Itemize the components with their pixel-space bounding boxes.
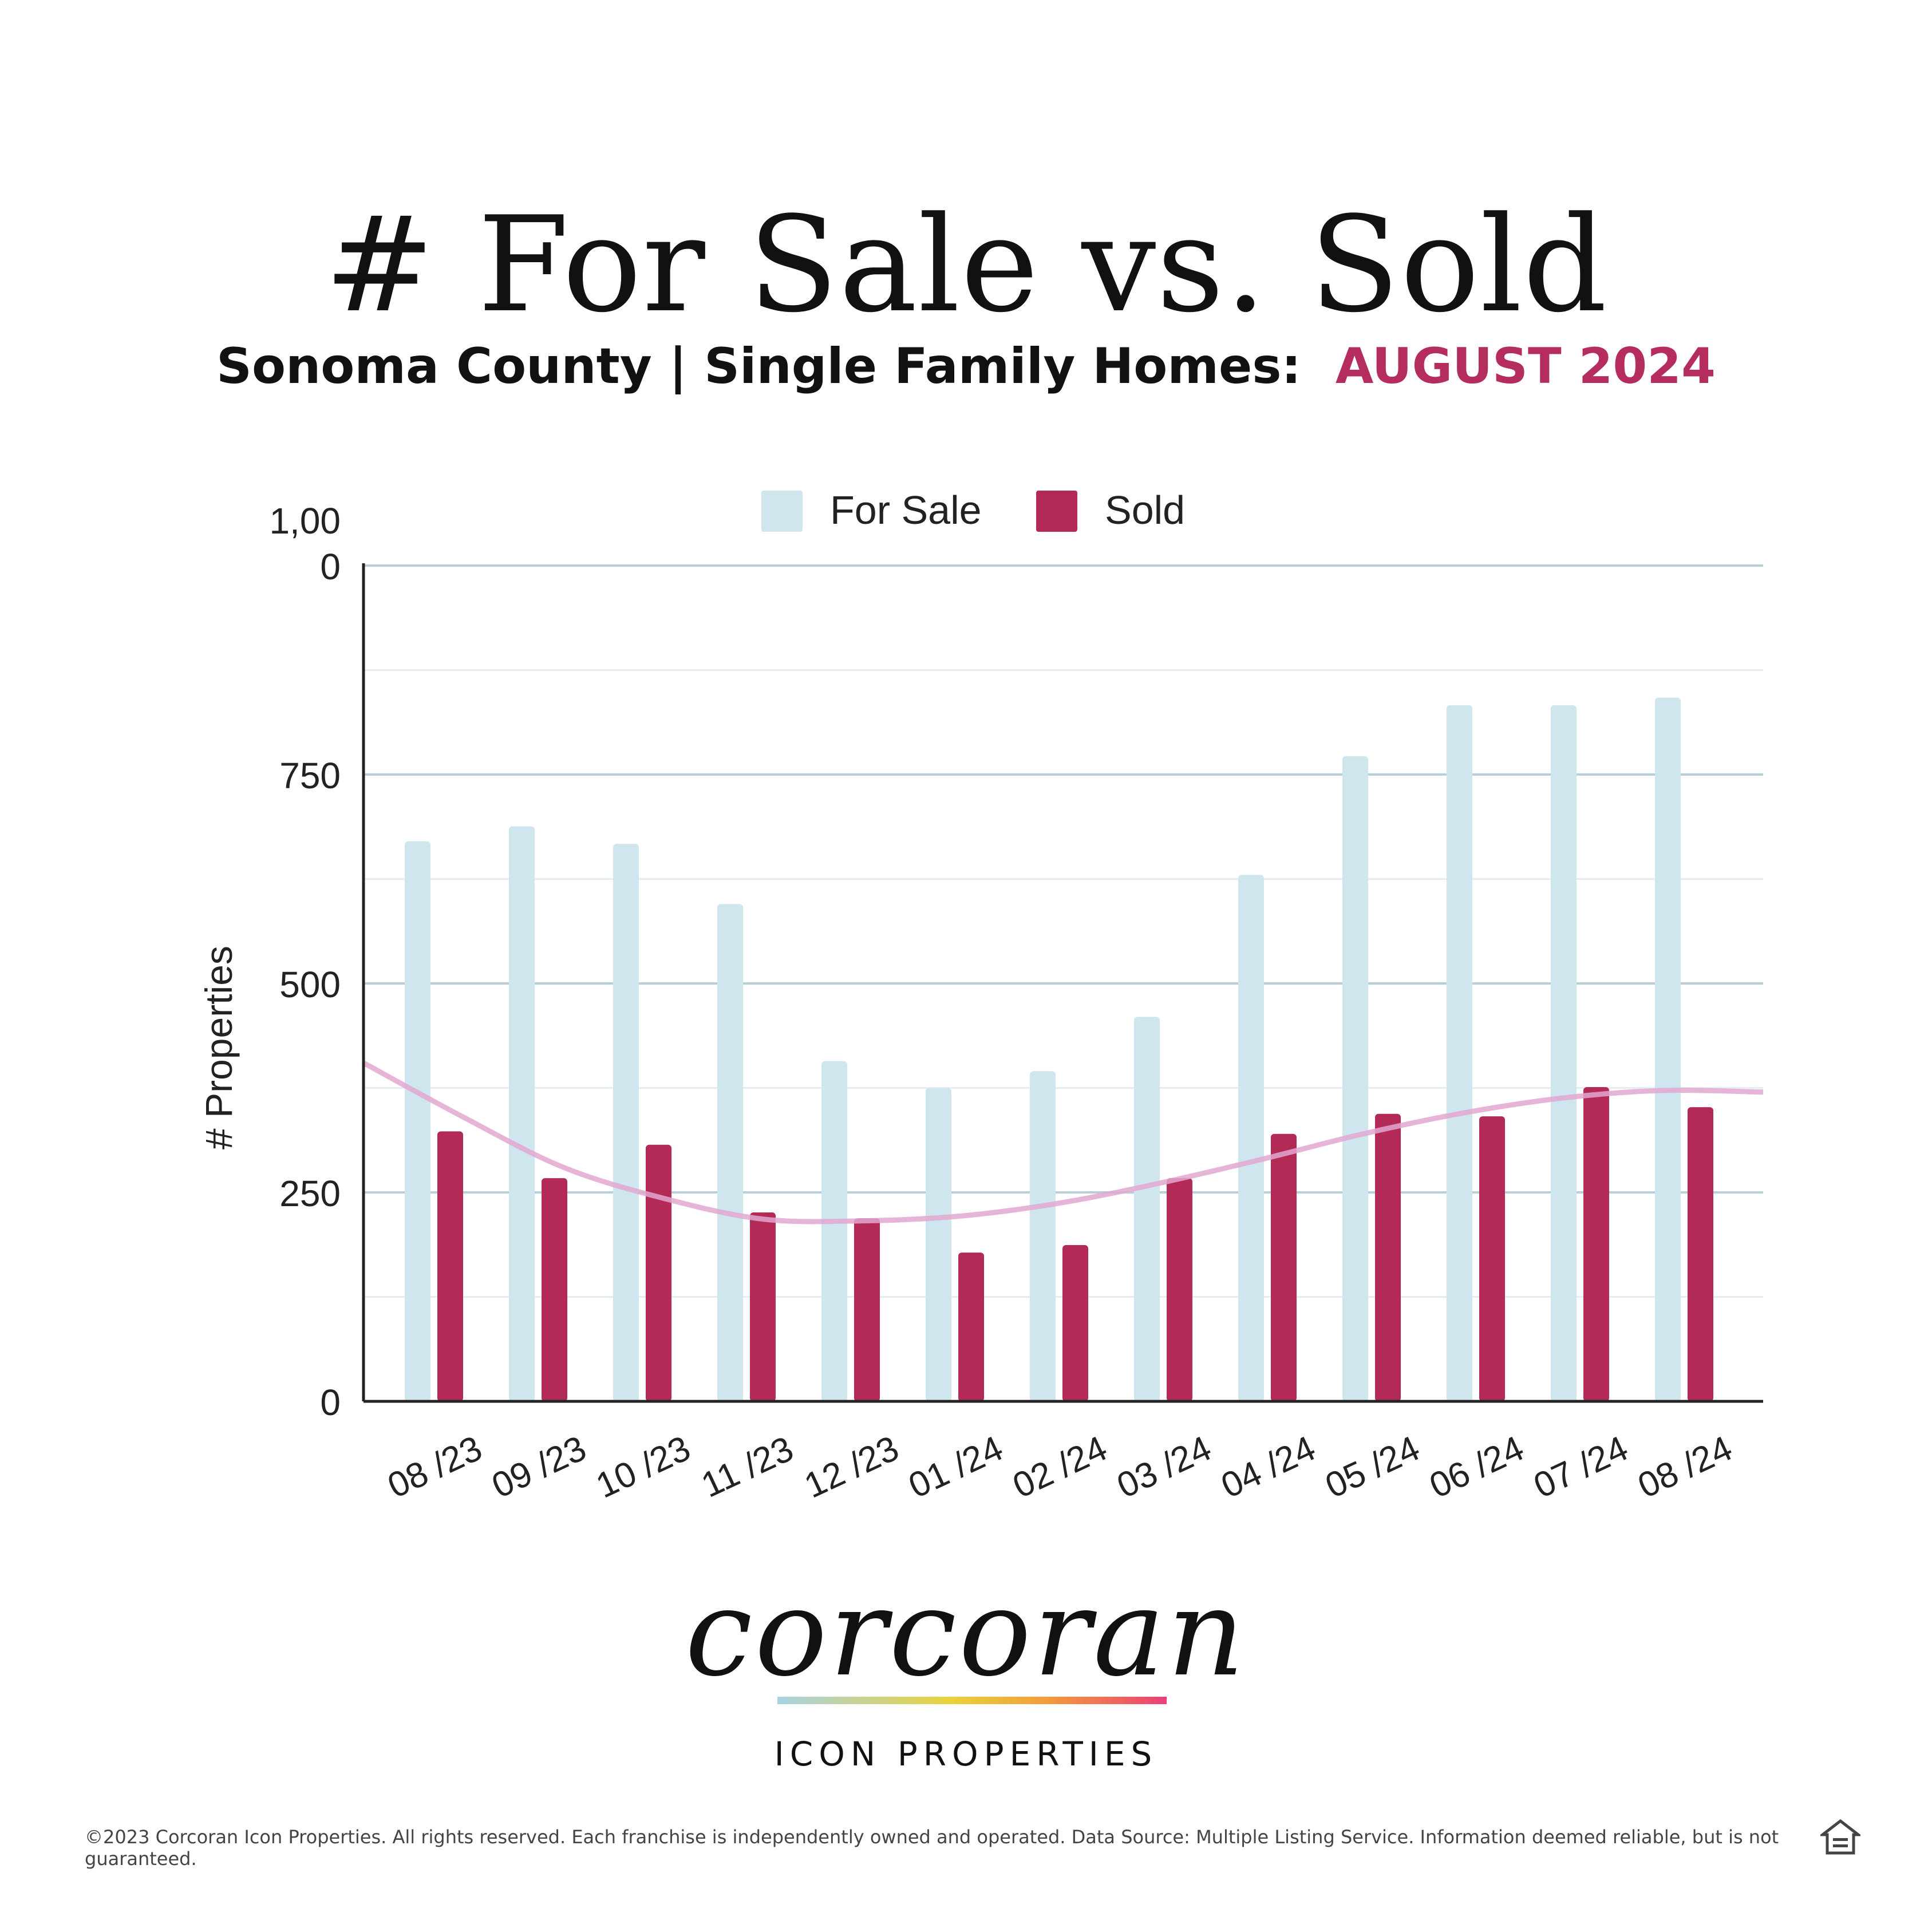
brand-subtitle: ICON PROPERTIES — [774, 1735, 1158, 1773]
y-tick-label: 750 — [279, 755, 341, 796]
axes — [362, 563, 1763, 1403]
y-tick-label: 500 — [279, 964, 341, 1005]
bar-sold — [1375, 1113, 1401, 1401]
x-tick-label: 10 /23 — [590, 1428, 696, 1506]
bar-sold — [646, 1144, 671, 1401]
legend-label: For Sale — [830, 488, 982, 532]
bar-for-sale — [1134, 1017, 1160, 1401]
bar-for-sale — [1030, 1071, 1056, 1401]
bar-sold — [1062, 1244, 1088, 1401]
bar-for-sale — [509, 826, 535, 1401]
bar-for-sale — [1551, 705, 1577, 1401]
x-tick-label: 05 /24 — [1319, 1428, 1425, 1506]
bar-for-sale — [1655, 697, 1681, 1401]
chart-title: # For Sale vs. Sold — [324, 189, 1608, 342]
bar-for-sale — [405, 841, 430, 1401]
bar-sold — [1583, 1087, 1609, 1401]
legend-label: Sold — [1105, 488, 1185, 532]
trendline — [362, 1060, 1764, 1224]
bar-sold — [1688, 1107, 1713, 1401]
y-tick-label: 250 — [279, 1173, 341, 1214]
bars — [405, 697, 1713, 1401]
bar-sold — [854, 1218, 880, 1401]
legend-swatch — [761, 491, 803, 532]
bar-for-sale — [613, 844, 639, 1401]
y-tick-label: 1,00 — [269, 500, 341, 542]
x-tick-label: 03 /24 — [1111, 1428, 1217, 1506]
subtitle-highlight: AUGUST 2024 — [1335, 338, 1716, 395]
bar-sold — [958, 1253, 984, 1401]
bar-for-sale — [1447, 705, 1472, 1401]
x-tick-label: 07 /24 — [1528, 1428, 1634, 1506]
footer-disclaimer: ©2023 Corcoran Icon Properties. All righ… — [85, 1826, 1779, 1870]
bar-for-sale — [1342, 756, 1368, 1401]
x-tick-label: 06 /24 — [1424, 1428, 1530, 1506]
x-tick-label: 02 /24 — [1007, 1428, 1113, 1506]
bar-for-sale — [821, 1061, 847, 1401]
y-tick-label: 0 — [320, 1382, 341, 1423]
legend-swatch — [1036, 491, 1077, 532]
x-tick-label: 12 /23 — [799, 1428, 904, 1506]
brand-logo: corcoran — [685, 1563, 1247, 1703]
bar-sold — [1271, 1133, 1297, 1401]
legend: For Sale Sold — [761, 488, 1185, 532]
sold-trendline — [362, 1060, 1764, 1224]
x-tick-label: 09 /23 — [486, 1428, 592, 1506]
y-axis-label: # Properties — [197, 946, 240, 1149]
bar-sold — [1167, 1178, 1192, 1401]
brand-gradient-bar — [777, 1697, 1167, 1704]
bar-sold — [750, 1212, 776, 1401]
equal-housing-icon — [1820, 1819, 1860, 1855]
x-tick-label: 01 /24 — [903, 1428, 1009, 1506]
subtitle-main: Sonoma County | Single Family Homes: — [216, 338, 1301, 395]
x-tick-label: 11 /23 — [696, 1429, 799, 1505]
y-tick-label: 0 — [320, 546, 341, 587]
chart-subtitle: Sonoma County | Single Family Homes: AUG… — [0, 338, 1932, 395]
bar-for-sale — [1238, 875, 1264, 1401]
bar-for-sale — [926, 1088, 951, 1401]
x-tick-label: 08 /24 — [1632, 1428, 1738, 1506]
bar-for-sale — [717, 904, 743, 1401]
bar-sold — [1479, 1116, 1505, 1401]
x-tick-label: 04 /24 — [1215, 1428, 1321, 1506]
bar-sold — [437, 1131, 463, 1401]
bar-sold — [542, 1178, 567, 1401]
x-tick-label: 08 /23 — [382, 1428, 488, 1506]
